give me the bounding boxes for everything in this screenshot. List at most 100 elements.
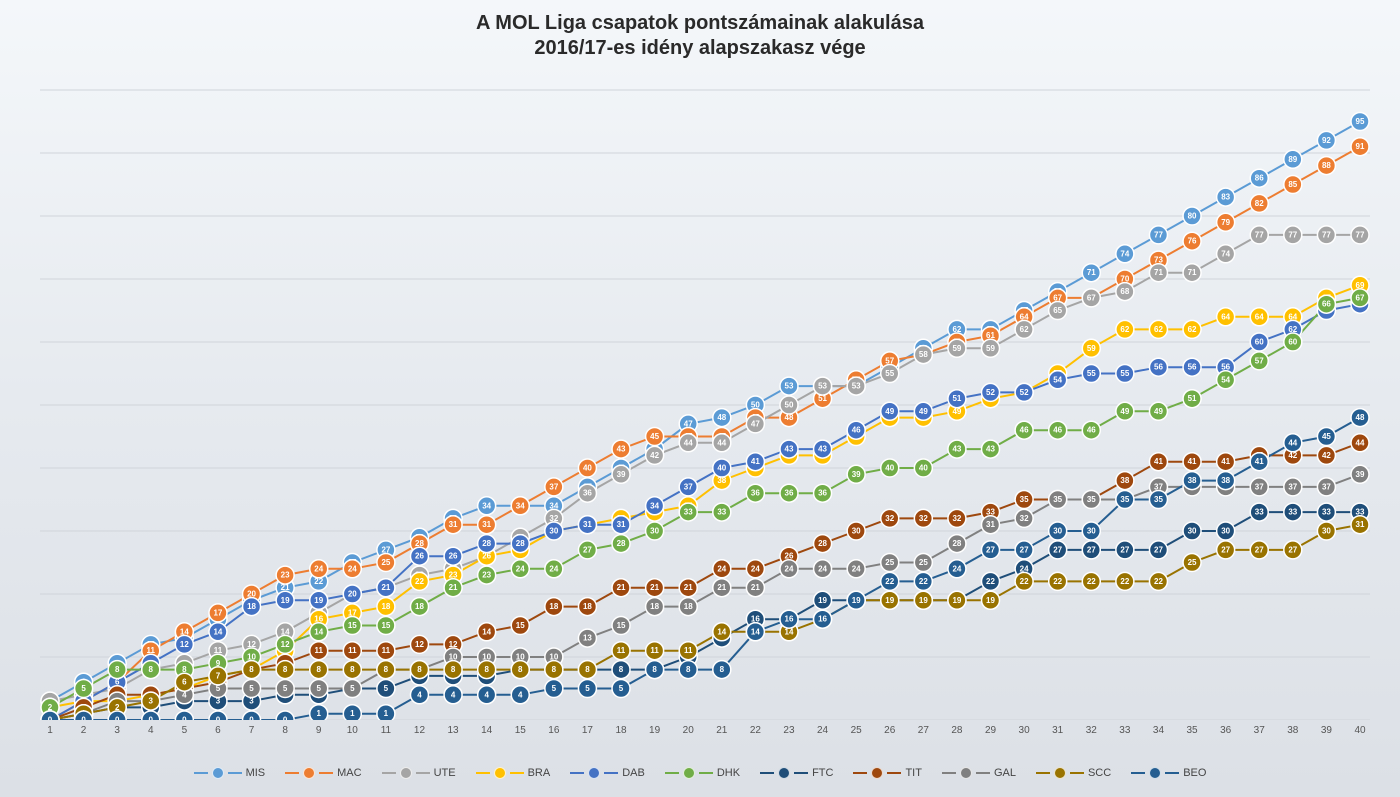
svg-text:35: 35	[1154, 495, 1163, 504]
svg-text:55: 55	[1087, 369, 1096, 378]
data-point-GAL-30: 32	[1015, 509, 1033, 527]
svg-text:24: 24	[549, 564, 558, 573]
svg-text:43: 43	[785, 445, 794, 454]
legend-marker-icon	[778, 767, 790, 779]
legend-line-icon	[976, 772, 990, 774]
svg-text:33: 33	[717, 508, 726, 517]
data-point-DHK-21: 33	[713, 503, 731, 521]
svg-text:36: 36	[785, 489, 794, 498]
svg-text:19: 19	[852, 596, 861, 605]
svg-text:22: 22	[885, 577, 894, 586]
svg-text:40: 40	[717, 464, 726, 473]
svg-text:18: 18	[684, 602, 693, 611]
svg-text:19: 19	[952, 596, 961, 605]
x-tick-label: 31	[1052, 725, 1063, 736]
svg-text:43: 43	[986, 445, 995, 454]
svg-text:53: 53	[818, 382, 827, 391]
data-point-FTC-29: 22	[982, 572, 1000, 590]
data-point-BEO-8: 0	[276, 711, 294, 720]
data-point-MIS-32: 71	[1082, 264, 1100, 282]
svg-text:27: 27	[1087, 545, 1096, 554]
data-point-TIT-16: 18	[545, 598, 563, 616]
data-point-UTE-29: 59	[982, 339, 1000, 357]
svg-text:38: 38	[1120, 476, 1129, 485]
data-point-BEO-5: 0	[175, 711, 193, 720]
data-point-GAL-19: 18	[646, 598, 664, 616]
svg-text:35: 35	[1053, 495, 1062, 504]
data-point-DAB-8: 19	[276, 591, 294, 609]
data-point-FTC-34: 27	[1149, 541, 1167, 559]
svg-text:24: 24	[751, 564, 760, 573]
svg-text:5: 5	[552, 684, 557, 693]
svg-text:77: 77	[1288, 230, 1297, 239]
svg-text:33: 33	[684, 508, 693, 517]
svg-text:34: 34	[482, 501, 491, 510]
data-point-MAC-37: 82	[1250, 194, 1268, 212]
svg-text:5: 5	[81, 684, 86, 693]
svg-text:18: 18	[415, 602, 424, 611]
svg-text:0: 0	[149, 716, 154, 721]
svg-text:28: 28	[482, 539, 491, 548]
svg-text:44: 44	[1356, 438, 1365, 447]
svg-text:65: 65	[1053, 306, 1062, 315]
data-point-DHK-38: 60	[1284, 333, 1302, 351]
svg-text:31: 31	[449, 520, 458, 529]
svg-text:50: 50	[785, 401, 794, 410]
legend-marker-icon	[871, 767, 883, 779]
data-point-SCC-33: 22	[1116, 572, 1134, 590]
data-point-MAC-16: 37	[545, 478, 563, 496]
svg-text:32: 32	[1020, 514, 1029, 523]
svg-text:64: 64	[1221, 312, 1230, 321]
svg-text:15: 15	[516, 621, 525, 630]
svg-text:30: 30	[852, 527, 861, 536]
data-point-DAB-6: 14	[209, 623, 227, 641]
svg-text:15: 15	[348, 621, 357, 630]
x-tick-label: 20	[683, 725, 694, 736]
data-point-DHK-15: 24	[511, 560, 529, 578]
x-tick-label: 22	[750, 725, 761, 736]
svg-text:82: 82	[1255, 199, 1264, 208]
data-point-DHK-28: 43	[948, 440, 966, 458]
svg-text:38: 38	[1221, 476, 1230, 485]
svg-text:16: 16	[785, 615, 794, 624]
svg-text:8: 8	[249, 665, 254, 674]
svg-text:21: 21	[381, 583, 390, 592]
svg-text:95: 95	[1356, 117, 1365, 126]
svg-text:53: 53	[852, 382, 861, 391]
legend-line-icon	[476, 772, 490, 774]
svg-text:46: 46	[1087, 426, 1096, 435]
data-point-GAL-9: 5	[310, 680, 328, 698]
title-line-2: 2016/17-es idény alapszakasz vége	[0, 37, 1400, 60]
data-point-DHK-33: 49	[1116, 402, 1134, 420]
svg-text:62: 62	[1188, 325, 1197, 334]
data-point-SCC-30: 22	[1015, 572, 1033, 590]
data-point-DAB-28: 51	[948, 390, 966, 408]
data-point-SCC-28: 19	[948, 591, 966, 609]
x-tick-label: 4	[148, 725, 154, 736]
data-point-DHK-3: 8	[108, 661, 126, 679]
data-point-MAC-11: 25	[377, 554, 395, 572]
x-tick-label: 16	[548, 725, 559, 736]
svg-text:56: 56	[1154, 363, 1163, 372]
data-point-DHK-22: 36	[746, 484, 764, 502]
legend-item-UTE: UTE	[382, 767, 456, 779]
data-point-SCC-13: 8	[444, 661, 462, 679]
data-point-DHK-30: 46	[1015, 421, 1033, 439]
svg-text:71: 71	[1154, 268, 1163, 277]
data-point-BRA-36: 64	[1217, 308, 1235, 326]
svg-text:4: 4	[417, 690, 422, 699]
x-tick-label: 21	[716, 725, 727, 736]
svg-text:46: 46	[1053, 426, 1062, 435]
data-point-MIS-33: 74	[1116, 245, 1134, 263]
data-point-SCC-14: 8	[478, 661, 496, 679]
svg-text:8: 8	[518, 665, 523, 674]
data-point-DAB-22: 41	[746, 453, 764, 471]
data-point-GAL-8: 5	[276, 680, 294, 698]
legend-line-icon	[510, 772, 524, 774]
x-tick-label: 19	[649, 725, 660, 736]
svg-text:88: 88	[1322, 161, 1331, 170]
data-point-UTE-40: 77	[1351, 226, 1369, 244]
data-point-DAB-13: 26	[444, 547, 462, 565]
svg-text:30: 30	[1188, 527, 1197, 536]
data-point-TIT-35: 41	[1183, 453, 1201, 471]
